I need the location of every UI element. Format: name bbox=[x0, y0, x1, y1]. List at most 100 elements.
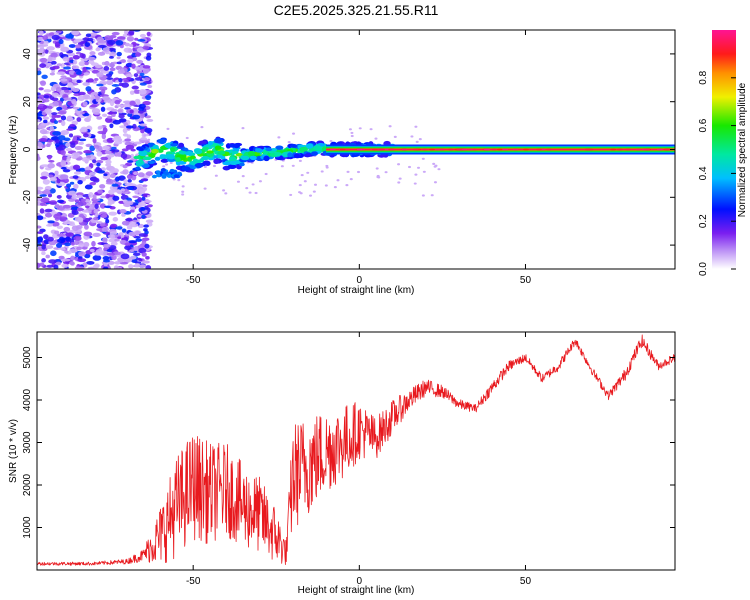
noise-blob bbox=[66, 183, 72, 188]
noise-blob bbox=[93, 209, 98, 214]
noise-blob bbox=[142, 100, 151, 106]
noise-blob bbox=[53, 120, 59, 125]
colorbar-tick-label: 0.2 bbox=[698, 214, 709, 228]
faint-dot bbox=[374, 137, 378, 140]
noise-blob bbox=[144, 199, 152, 203]
noise-blob bbox=[53, 213, 62, 219]
noise-blob bbox=[63, 97, 72, 101]
noise-blob bbox=[67, 82, 74, 88]
noise-blob bbox=[103, 261, 108, 267]
noise-blob bbox=[114, 151, 123, 157]
noise-blob bbox=[62, 169, 71, 173]
noise-blob bbox=[132, 195, 139, 199]
noise-blob bbox=[62, 105, 68, 110]
colorbar-ticks: 0.0 0.2 0.4 0.6 0.8 bbox=[698, 70, 736, 276]
faint-dot bbox=[165, 163, 169, 166]
noise-blob bbox=[82, 82, 90, 86]
faint-dot bbox=[200, 126, 204, 129]
noise-blob bbox=[114, 140, 123, 145]
signal-blob bbox=[194, 148, 203, 155]
faint-dot bbox=[329, 140, 333, 143]
noise-blob bbox=[89, 145, 96, 152]
noise-blob bbox=[145, 94, 152, 101]
steady-tone-segment bbox=[545, 148, 552, 151]
signal-blob bbox=[207, 141, 214, 146]
noise-blob bbox=[60, 160, 66, 165]
faint-dot bbox=[147, 138, 151, 141]
noise-blob bbox=[41, 111, 46, 116]
noise-blob bbox=[60, 86, 69, 91]
noise-blob bbox=[71, 65, 79, 70]
noise-blob bbox=[109, 67, 116, 72]
signal-blob bbox=[192, 158, 198, 163]
noise-blob bbox=[39, 63, 47, 68]
spectrogram-y-axis-label: Frequency (Hz) bbox=[8, 116, 19, 185]
noise-blob bbox=[84, 224, 89, 230]
noise-blob bbox=[107, 115, 113, 119]
noise-blob bbox=[45, 245, 54, 249]
noise-blob bbox=[100, 195, 106, 199]
noise-blob bbox=[125, 125, 134, 129]
noise-blob bbox=[72, 55, 80, 60]
noise-blob bbox=[125, 73, 133, 78]
spectrogram-x-axis-label: Height of straight line (km) bbox=[298, 285, 415, 296]
colorbar-tick-label: 0.8 bbox=[698, 70, 709, 84]
signal-blob bbox=[160, 158, 169, 163]
noise-blob bbox=[124, 183, 132, 187]
signal-blob bbox=[173, 174, 179, 178]
faint-dot bbox=[333, 186, 337, 189]
noise-blob bbox=[64, 242, 72, 247]
noise-blob bbox=[139, 33, 146, 38]
noise-blob bbox=[127, 178, 132, 183]
noise-blob bbox=[116, 61, 122, 65]
faint-dot bbox=[222, 189, 226, 192]
noise-blob bbox=[137, 172, 145, 178]
faint-dot bbox=[345, 184, 349, 187]
noise-blob bbox=[85, 33, 92, 38]
faint-dot bbox=[169, 161, 173, 164]
noise-blob bbox=[77, 217, 84, 223]
faint-dot bbox=[397, 163, 401, 166]
noise-blob bbox=[92, 255, 102, 261]
noise-blob bbox=[118, 118, 127, 123]
noise-blob bbox=[60, 120, 66, 127]
noise-blob bbox=[39, 45, 45, 52]
faint-dot bbox=[291, 164, 295, 167]
noise-blob bbox=[114, 176, 120, 182]
steady-tone-segment bbox=[461, 148, 468, 151]
signal-blob bbox=[158, 139, 167, 145]
noise-blob bbox=[84, 176, 91, 180]
noise-blob bbox=[43, 89, 52, 93]
noise-blob bbox=[68, 44, 76, 48]
noise-blob bbox=[146, 204, 153, 208]
signal-blob bbox=[229, 160, 238, 166]
steady-tone-segment bbox=[644, 148, 651, 151]
noise-blob bbox=[129, 109, 134, 114]
spectrogram-x-tick-label: -50 bbox=[186, 275, 201, 286]
noise-blob bbox=[133, 141, 142, 145]
noise-blob bbox=[108, 153, 115, 158]
noise-blob bbox=[39, 262, 45, 267]
signal-blob bbox=[152, 144, 159, 151]
noise-blob bbox=[37, 197, 41, 202]
noise-blob bbox=[79, 127, 88, 133]
noise-blob bbox=[78, 243, 85, 248]
noise-blob bbox=[137, 197, 143, 203]
noise-blob bbox=[49, 125, 54, 131]
signal-blob bbox=[164, 171, 170, 176]
noise-blob bbox=[98, 40, 107, 44]
noise-blob bbox=[74, 266, 81, 269]
noise-blob bbox=[102, 259, 111, 263]
signal-blob bbox=[155, 170, 161, 174]
noise-blob bbox=[124, 138, 132, 142]
noise-blob bbox=[103, 173, 108, 177]
noise-blob bbox=[110, 108, 118, 112]
noise-blob bbox=[71, 156, 78, 159]
noise-blob bbox=[116, 36, 126, 40]
noise-blob bbox=[104, 117, 113, 123]
faint-dot bbox=[384, 171, 388, 174]
noise-blob bbox=[139, 82, 147, 86]
noise-blob bbox=[52, 65, 60, 70]
noise-blob bbox=[43, 40, 49, 46]
noise-blob bbox=[40, 171, 50, 178]
